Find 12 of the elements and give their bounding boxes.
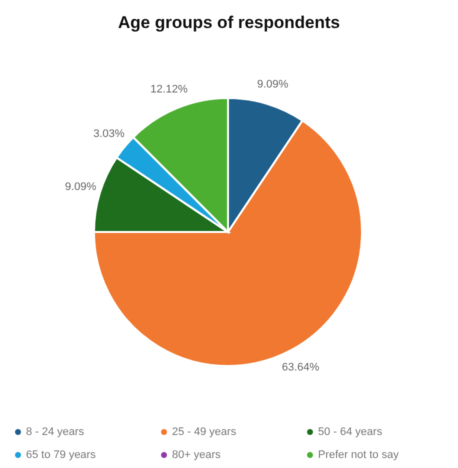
legend-label: Prefer not to say — [318, 448, 400, 461]
data-label: 63.64% — [282, 362, 320, 374]
legend-label: 25 - 49 years — [172, 426, 237, 438]
data-label: 9.09% — [65, 181, 96, 194]
data-label: 9.09% — [257, 78, 289, 91]
chart-title: Age groups of respondents — [118, 13, 340, 32]
legend-label: 8 - 24 years — [26, 426, 85, 438]
legend-label: 65 to 79 years — [26, 448, 96, 461]
data-label: 3.03% — [93, 128, 125, 140]
data-label: 12.12% — [150, 84, 188, 96]
legend-label: 50 - 64 years — [318, 426, 383, 438]
legend-label: 80+ years — [172, 448, 222, 461]
